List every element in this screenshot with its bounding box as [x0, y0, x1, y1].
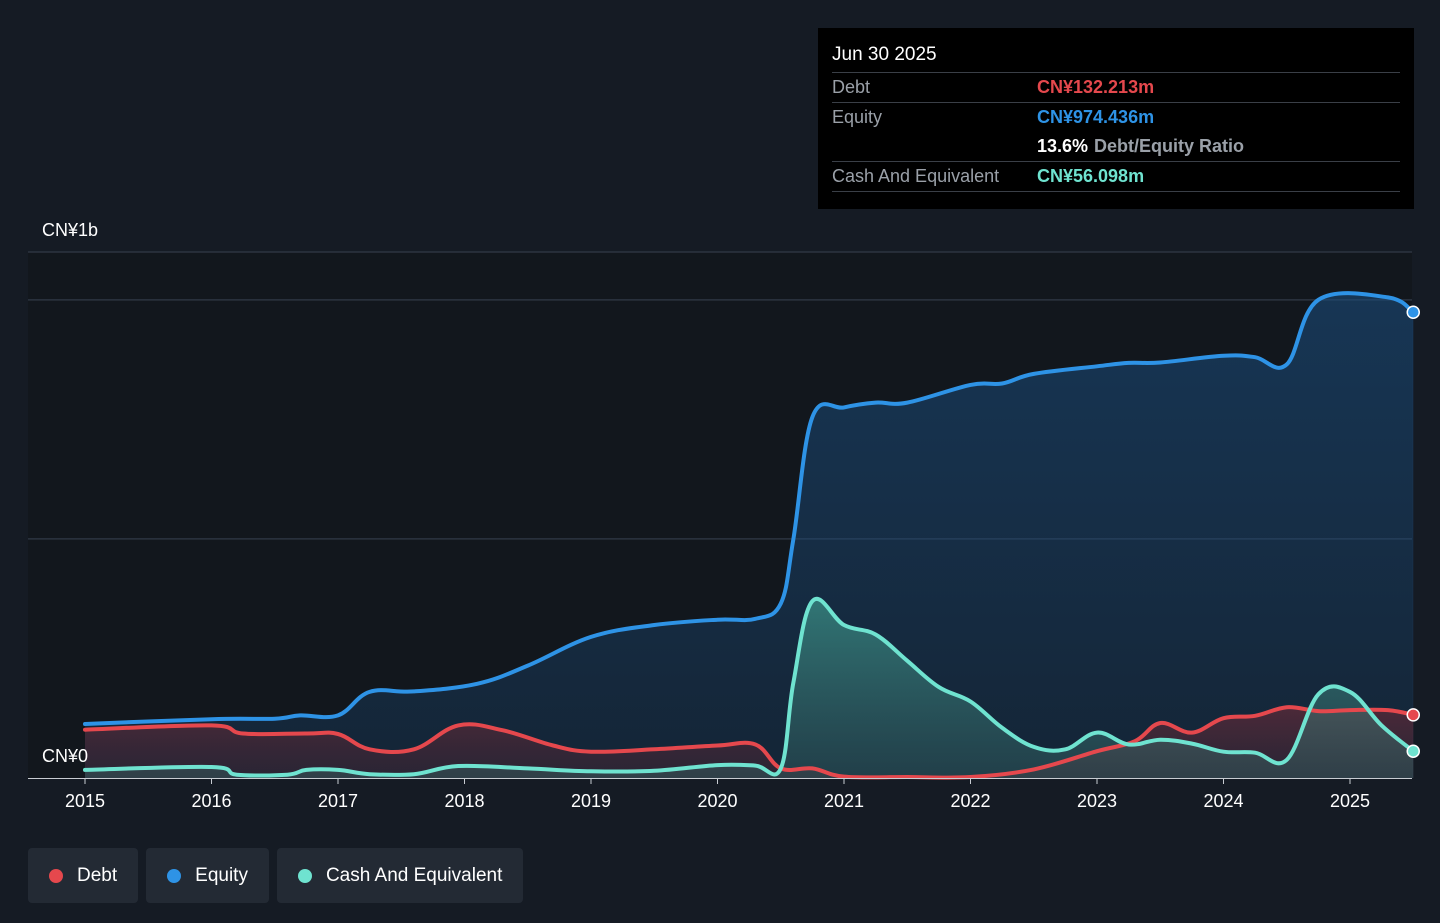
tooltip-equity-row: Equity CN¥974.436m — [832, 102, 1400, 132]
tooltip-equity-value: CN¥974.436m — [1037, 107, 1155, 127]
cash-dot-icon — [297, 868, 312, 883]
legend-label-cash: Cash And Equivalent — [325, 864, 503, 886]
legend-item-cash[interactable]: Cash And Equivalent — [276, 848, 524, 903]
x-tick-label-2021: 2021 — [824, 791, 864, 811]
cash-end-marker[interactable] — [1406, 744, 1420, 758]
x-tick-label-2016: 2016 — [191, 791, 231, 811]
debt-dot-icon — [49, 868, 63, 883]
x-tick-label-2022: 2022 — [950, 791, 990, 811]
tooltip-ratio-row: 13.6% Debt/Equity Ratio — [832, 132, 1400, 161]
x-axis: 2015 2016 2017 2018 2019 2020 2021 2022 2023 2024… — [28, 778, 1412, 811]
tooltip-cash-value: CN¥56.098m — [1037, 166, 1145, 186]
tooltip-debt-label: Debt — [832, 77, 871, 97]
series-layer — [83, 291, 1416, 780]
x-tick-label-2015: 2015 — [65, 791, 105, 811]
legend-item-debt[interactable]: Debt — [28, 848, 139, 903]
equity-end-marker[interactable] — [1406, 305, 1420, 320]
tooltip-cash-label: Cash And Equivalent — [832, 166, 1000, 186]
legend-label-equity: Equity — [195, 864, 248, 886]
legend: Debt Equity Cash And Equivalent — [28, 848, 524, 903]
x-tick-label-2019: 2019 — [571, 791, 611, 811]
legend-label-debt: Debt — [77, 864, 118, 886]
end-markers — [1406, 305, 1420, 758]
tooltip-date: Jun 30 2025 — [832, 44, 937, 65]
x-tick-label-2018: 2018 — [444, 791, 484, 811]
y-axis-top-label: CN¥1b — [42, 220, 99, 240]
tooltip-ratio-label: Debt/Equity Ratio — [1094, 136, 1245, 156]
cash-line — [83, 596, 1416, 778]
debt-end-marker[interactable] — [1406, 708, 1420, 722]
equity-line — [83, 291, 1416, 726]
tooltip-cash-row: Cash And Equivalent CN¥56.098m — [832, 161, 1400, 192]
equity-dot-icon — [167, 868, 182, 883]
x-tick-label-2025: 2025 — [1330, 791, 1370, 811]
tooltip-equity-label: Equity — [832, 107, 883, 127]
x-tick-label-2020: 2020 — [697, 791, 737, 811]
equity-area — [85, 293, 1414, 778]
tooltip-debt-row: Debt CN¥132.213m — [832, 72, 1400, 102]
y-axis-bottom-label: CN¥0 — [42, 746, 89, 766]
tooltip: Jun 30 2025 Debt CN¥132.213m Equity CN¥9… — [818, 28, 1414, 209]
tooltip-ratio-value: 13.6% — [1037, 136, 1089, 156]
x-tick-label-2024: 2024 — [1203, 791, 1243, 811]
x-tick-label-2023: 2023 — [1077, 791, 1117, 811]
debt-line — [83, 705, 1416, 780]
tooltip-debt-value: CN¥132.213m — [1037, 77, 1155, 97]
legend-item-equity[interactable]: Equity — [146, 848, 269, 903]
x-tick-label-2017: 2017 — [318, 791, 358, 811]
